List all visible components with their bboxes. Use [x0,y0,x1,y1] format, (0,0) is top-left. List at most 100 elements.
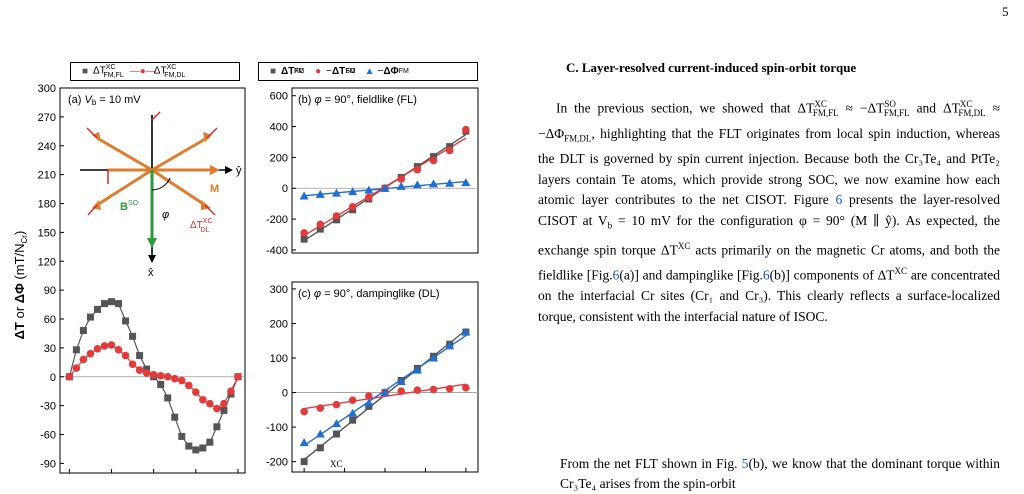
data-point-square [171,413,179,421]
data-point-circle [365,193,373,202]
y-tick-label: -400 [266,245,288,257]
y-tick-label: 0 [50,372,56,384]
legend-item-fl: ■ ΔTXCFM,FL [81,64,124,79]
figure-6: 3002702402101801501209060300-30-60-90090… [12,83,479,474]
y-tick-label: 200 [270,152,288,164]
y-tick-label: 0 [282,388,288,400]
legend-item-dl: —●— ΔTXCFM,DL [129,64,186,79]
data-point-circle [300,407,308,416]
data-point-square [220,406,228,414]
panel-b: 600 400 200 0 -200 -400 (b) φ = 90°, fieldlik… [266,87,479,257]
inset-m-label: M [210,183,219,195]
figure-6a-link[interactable]: 6 [612,267,620,283]
figure-6-link[interactable]: 6 [835,192,843,208]
data-point-circle [413,165,422,174]
y-tick-label: 150 [38,227,56,239]
data-point-circle [300,229,308,237]
data-point-square [316,225,324,233]
data-point-triangle [461,327,471,336]
data-point-square [349,416,357,424]
data-point-circle [413,386,422,394]
data-point-triangle [380,388,390,397]
data-point-circle [177,376,186,385]
data-point-triangle [429,179,439,188]
panel-a-annotation: (a) Vb = 10 mV [68,94,141,107]
data-point-circle [72,364,81,372]
legend-item-phi: ▲ − ΔΦ FM [364,66,409,77]
y-tick-label: 60 [44,314,56,326]
y-tick-label: -90 [40,458,56,470]
data-point-square [108,298,116,306]
data-point-circle [429,385,438,394]
inset-phi-label: φ [162,209,169,221]
data-point-circle [316,404,325,412]
y-tick-label: 180 [38,199,56,211]
legend-bc: ■ ΔT XC FM ● − ΔT SO FM ▲ − ΔΦ FM [258,62,478,81]
panel-c-annotation: (c) φ = 90°, dampinglike (DL) [298,288,440,300]
data-point-circle [348,396,357,404]
data-point-triangle [315,429,325,438]
data-point-triangle [364,185,374,194]
body-paragraph-2: From the net FLT shown in Fig. 5(b), we … [560,456,1001,491]
inset-dtdl-label: ΔTXC DL [190,218,213,234]
data-point-circle [445,384,454,393]
data-point-circle [332,212,341,220]
data-point-triangle [331,188,341,197]
y-tick-label: -200 [266,214,288,226]
data-point-square [164,394,172,402]
data-point-square [79,327,87,335]
data-point-circle [332,400,341,409]
data-point-square [192,446,200,454]
data-point-square [300,458,308,466]
data-point-square [430,153,438,161]
data-point-circle [142,369,151,377]
data-point-circle [199,396,207,404]
y-tick-label: 240 [38,141,56,153]
data-point-circle [316,220,325,229]
legend-item-xc: ■ ΔT XC FM [269,66,305,77]
data-point-triangle [315,189,325,198]
data-point-circle [220,399,228,408]
data-point-square [122,317,130,325]
data-point-circle [93,345,102,353]
data-point-circle [206,399,214,408]
data-point-triangle [299,191,309,200]
data-point-circle [234,372,242,381]
legend-label-fl: ΔTXCFM,FL [93,64,124,79]
data-point-circle [156,371,165,380]
data-point-triangle [299,438,309,447]
data-point-square [316,444,324,452]
data-point-circle [213,404,221,413]
data-point-circle [163,372,172,381]
data-point-triangle [461,178,471,187]
y-tick-label: -200 [266,457,288,469]
y-tick-label: -100 [266,422,288,434]
data-point-circle [397,387,405,395]
y-tick-label: 300 [270,284,288,296]
legend-label-dl: ΔTXCFM,DL [153,64,186,79]
data-point-square [446,143,454,151]
data-point-square [143,365,151,373]
data-point-square [93,305,101,313]
y-tick-label: -30 [40,401,56,413]
data-point-triangle [331,419,341,428]
y-tick-label: 270 [38,112,56,124]
figure-5b-link[interactable]: 5 [741,456,749,471]
y-tick-label: -60 [40,430,56,442]
data-point-triangle [364,398,374,407]
data-point-triangle [412,180,422,189]
data-point-circle [170,374,179,383]
data-point-circle [429,156,438,165]
y-tick-label: 200 [270,318,288,330]
data-point-square [206,438,214,446]
inset-diagram: ŷ x̂ [80,111,242,279]
data-point-square [86,313,94,321]
data-point-circle [114,346,123,354]
body-paragraph-1: In the previous section, we showed that … [538,99,1001,324]
data-point-square [157,380,165,388]
data-point-triangle [396,376,406,385]
legend-a: ■ ΔTXCFM,FL —●— ΔTXCFM,DL [70,62,240,81]
data-point-circle [397,175,405,183]
figure-6b-link[interactable]: 6 [762,267,770,283]
data-point-square [136,352,144,360]
